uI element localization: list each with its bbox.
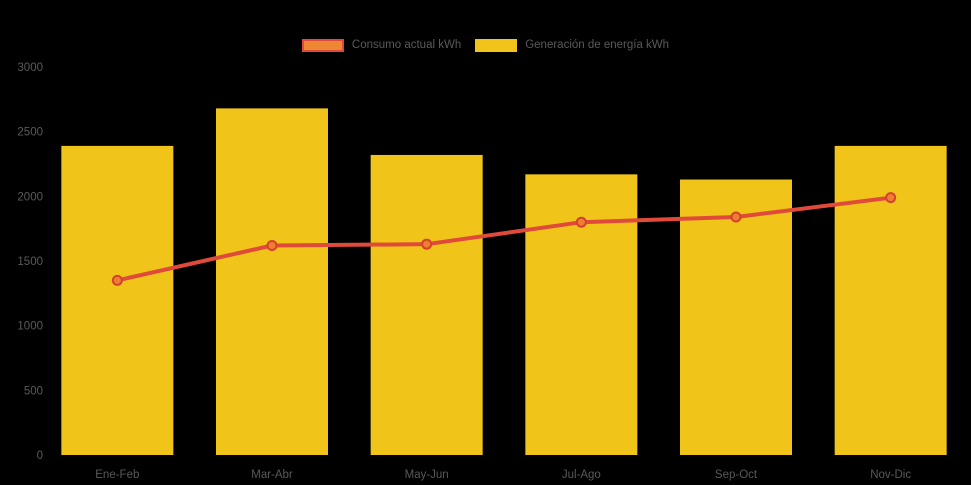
x-category-label: Jul-Ago (562, 469, 601, 481)
x-category-label: Nov-Dic (870, 469, 911, 481)
data-point-marker (111, 274, 123, 286)
legend-swatch-consumo-icon (301, 38, 344, 52)
legend-label-consumo: Consumo actual kWh (351, 39, 462, 51)
x-category-label: May-Jun (405, 469, 449, 481)
y-tick-label: 0 (37, 450, 43, 462)
line-series (115, 195, 893, 283)
y-tick-label: 1500 (17, 256, 43, 268)
legend-label-generacion: Generación de energía kWh (525, 39, 670, 51)
data-point-marker (730, 211, 742, 223)
y-tick-label: 500 (24, 385, 43, 397)
data-point-marker (266, 239, 278, 251)
chart-legend: Consumo actual kWh Generación de energía… (0, 38, 971, 52)
bar-Mar-Abr (216, 108, 328, 456)
y-tick-label: 2500 (17, 127, 43, 139)
bar-Jul-Ago (525, 174, 638, 455)
legend-swatch-generacion-icon (475, 38, 518, 52)
legend-item-generacion[interactable]: Generación de energía kWh (475, 38, 669, 52)
x-category-label: Sep-Oct (715, 469, 758, 481)
y-tick-label: 2000 (17, 191, 43, 203)
bar-May-Jun (370, 154, 483, 456)
data-point-marker (885, 192, 897, 204)
x-category-label: Ene-Feb (95, 469, 139, 481)
bar-Sep-Oct (680, 179, 792, 455)
x-category-label: Mar-Abr (251, 469, 293, 481)
data-point-marker (575, 216, 587, 228)
legend-item-consumo[interactable]: Consumo actual kWh (301, 38, 462, 52)
bar-Ene-Feb (61, 145, 174, 456)
y-tick-label: 3000 (17, 62, 43, 74)
data-point-marker (421, 238, 433, 250)
y-tick-label: 1000 (17, 321, 43, 333)
